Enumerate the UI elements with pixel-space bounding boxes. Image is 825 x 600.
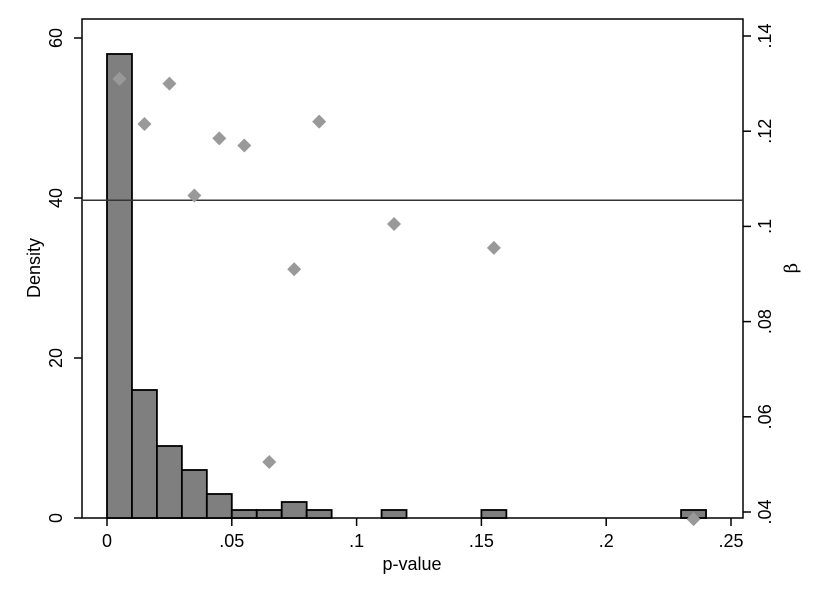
- beta-point: [312, 114, 327, 129]
- y-left-tick-label: 20: [46, 348, 66, 368]
- x-tick-label: .25: [718, 531, 743, 551]
- y-axis-left-title: Density: [24, 238, 44, 298]
- y-right-tick-label: .08: [755, 309, 775, 334]
- histogram-bar: [230, 509, 258, 519]
- histogram-bar: [480, 509, 508, 519]
- x-tick-label: .2: [599, 531, 614, 551]
- beta-point: [262, 455, 277, 470]
- y-right-tick-label: .1: [755, 219, 775, 234]
- histogram-bar: [255, 509, 283, 519]
- x-tick-label: .15: [469, 531, 494, 551]
- x-tick-label: 0: [102, 531, 112, 551]
- beta-point: [686, 512, 701, 527]
- y-right-tick-label: .06: [755, 404, 775, 429]
- histogram-bar: [106, 53, 133, 519]
- x-tick-label: .05: [219, 531, 244, 551]
- histogram-bar: [156, 445, 183, 519]
- beta-point: [137, 117, 152, 132]
- histogram-bar: [380, 509, 408, 519]
- beta-point: [212, 131, 227, 146]
- y-left-tick-label: 0: [46, 513, 66, 523]
- beta-point: [287, 262, 302, 277]
- beta-point: [162, 76, 177, 91]
- beta-point: [486, 240, 501, 255]
- y-right-tick-label: .04: [755, 499, 775, 524]
- y-right-tick-label: .14: [755, 23, 775, 48]
- y-left-tick-label: 40: [46, 188, 66, 208]
- beta-point: [387, 217, 402, 232]
- histogram-bar: [280, 501, 308, 519]
- histogram-bar: [180, 469, 208, 519]
- y-left-tick-label: 60: [46, 28, 66, 48]
- y-right-tick-label: .12: [755, 119, 775, 144]
- y-axis-right-title: β: [781, 263, 802, 273]
- x-tick-label: .1: [349, 531, 364, 551]
- histogram-bar: [305, 509, 333, 519]
- histogram-bar: [131, 389, 158, 519]
- beta-point: [237, 138, 252, 153]
- histogram-bar: [205, 493, 233, 519]
- x-axis-title: p-value: [382, 554, 441, 574]
- beta-point: [187, 188, 202, 203]
- plot-frame: [81, 18, 744, 519]
- beta-point: [112, 71, 127, 86]
